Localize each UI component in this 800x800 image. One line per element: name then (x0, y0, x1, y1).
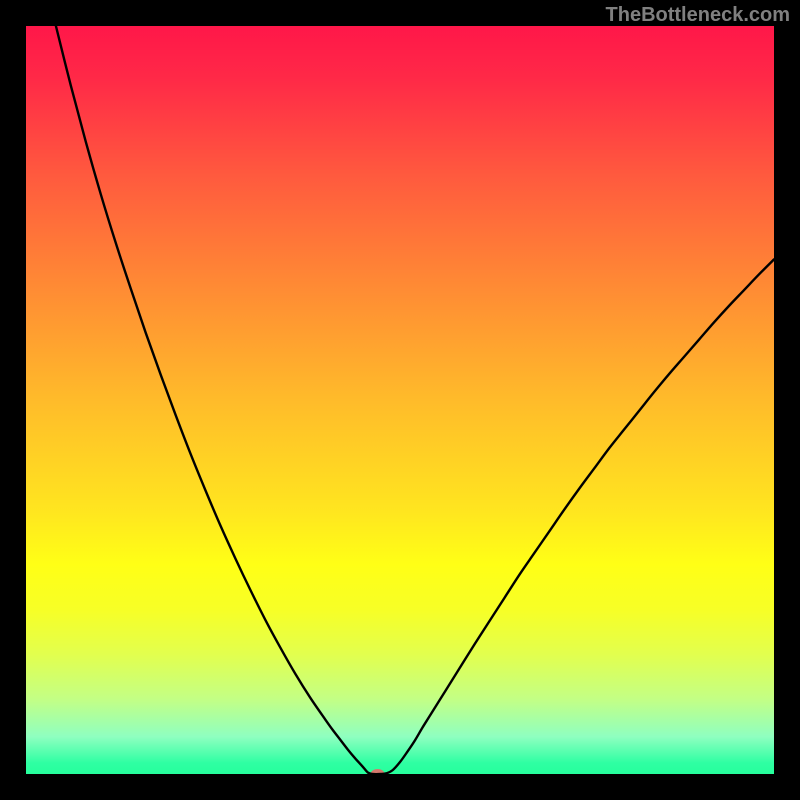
watermark-text: TheBottleneck.com (606, 4, 790, 27)
chart-background (26, 26, 774, 774)
bottleneck-chart (0, 0, 800, 800)
